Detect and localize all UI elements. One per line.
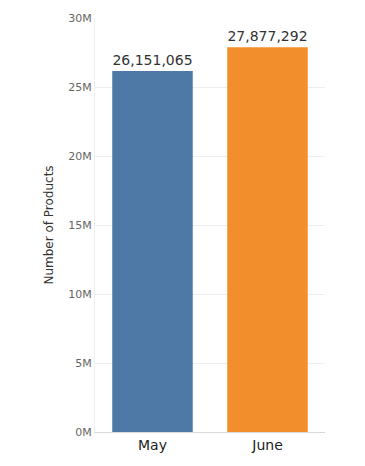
- svg-text:27,877,292: 27,877,292: [227, 28, 307, 44]
- svg-text:Number of Products: Number of Products: [42, 165, 56, 284]
- svg-text:25M: 25M: [68, 81, 92, 94]
- svg-text:10M: 10M: [68, 288, 92, 301]
- svg-text:20M: 20M: [68, 150, 92, 163]
- svg-text:May: May: [138, 437, 167, 453]
- svg-text:0M: 0M: [75, 426, 92, 439]
- svg-text:5M: 5M: [75, 357, 92, 370]
- svg-text:15M: 15M: [68, 219, 92, 232]
- svg-text:30M: 30M: [68, 12, 92, 25]
- svg-text:June: June: [251, 437, 283, 453]
- svg-text:26,151,065: 26,151,065: [112, 52, 192, 68]
